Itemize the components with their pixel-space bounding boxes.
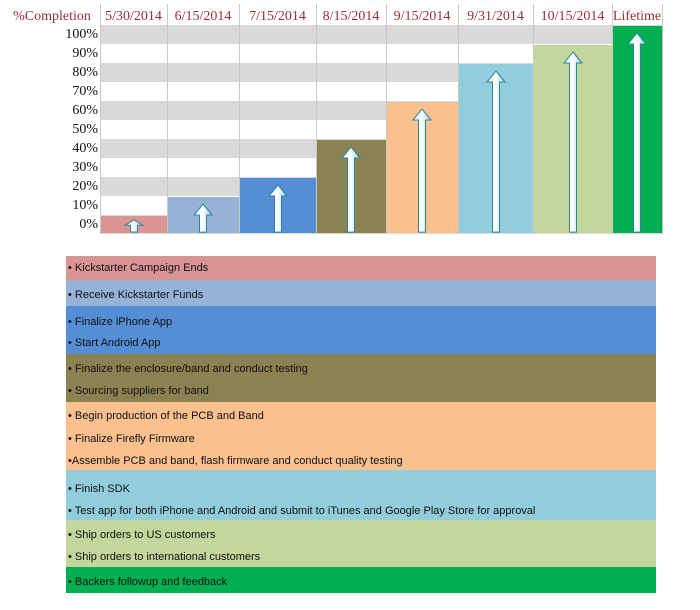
corner-label: %Completion xyxy=(13,9,91,24)
timeline-item: • Finalize the enclosure/band and conduc… xyxy=(68,363,308,375)
column-divider xyxy=(533,4,534,234)
column-divider xyxy=(458,4,459,234)
timeline-item: • Finish SDK xyxy=(68,483,130,495)
progress-arrow-icon xyxy=(562,51,583,233)
grid-band xyxy=(100,25,662,44)
timeline-block xyxy=(66,306,656,354)
progress-arrow-icon xyxy=(485,70,506,233)
column-divider xyxy=(386,4,387,234)
progress-arrow-icon xyxy=(193,203,213,233)
column-divider xyxy=(612,4,613,234)
y-tick-label: 70% xyxy=(72,84,98,99)
y-tick-label: 20% xyxy=(72,179,98,194)
y-tick-label: 40% xyxy=(72,141,98,156)
y-tick-label: 50% xyxy=(72,122,98,137)
timeline-block xyxy=(66,567,656,593)
timeline-item: • Finalize iPhone App xyxy=(68,316,173,328)
timeline-block xyxy=(66,470,656,520)
y-tick-label: 80% xyxy=(72,65,98,80)
column-header-9-31-2014: 9/31/2014 xyxy=(467,9,524,24)
timeline-block xyxy=(66,402,656,470)
column-header-10-15-2014: 10/15/2014 xyxy=(540,9,605,24)
timeline-block xyxy=(66,354,656,402)
progress-arrow-icon xyxy=(123,219,144,233)
column-divider xyxy=(316,4,317,234)
timeline-item: • Backers followup and feedback xyxy=(68,576,228,588)
timeline-item: • Finalize Firefly Firmware xyxy=(68,433,195,445)
y-tick-label: 100% xyxy=(65,27,98,42)
column-divider xyxy=(167,4,168,234)
column-header-6-15-2014: 6/15/2014 xyxy=(174,9,232,24)
timeline-item: • Start Android App xyxy=(68,337,161,349)
column-header-5-30-2014: 5/30/2014 xyxy=(105,9,162,24)
column-header-7-15-2014: 7/15/2014 xyxy=(249,9,306,24)
timeline-block xyxy=(66,520,656,567)
timeline-item: • Ship orders to international customers xyxy=(68,551,261,563)
column-header-8-15-2014: 8/15/2014 xyxy=(322,9,380,24)
column-header-9-15-2014: 9/15/2014 xyxy=(393,9,451,24)
timeline-item: • Ship orders to US customers xyxy=(68,529,216,541)
timeline-item: • Sourcing suppliers for band xyxy=(68,385,209,397)
progress-arrow-icon xyxy=(341,146,361,233)
timeline-item: • Kickstarter Campaign Ends xyxy=(68,262,209,274)
column-divider xyxy=(662,4,663,234)
column-divider xyxy=(100,4,101,234)
timeline-item: • Receive Kickstarter Funds xyxy=(68,289,204,301)
timeline-block xyxy=(66,280,656,306)
timeline-block xyxy=(66,256,656,280)
y-tick-label: 0% xyxy=(79,217,98,232)
y-tick-label: 90% xyxy=(72,46,98,61)
progress-arrow-icon xyxy=(627,32,647,233)
y-tick-label: 60% xyxy=(72,103,98,118)
timeline-item: • Test app for both iPhone and Android a… xyxy=(68,505,536,517)
progress-arrow-icon xyxy=(412,108,432,233)
y-tick-label: 10% xyxy=(72,198,98,213)
progress-arrow-icon xyxy=(267,184,288,233)
y-tick-label: 30% xyxy=(72,160,98,175)
column-header-lifetime: Lifetime xyxy=(612,9,662,24)
timeline-item: • Begin production of the PCB and Band xyxy=(68,410,264,422)
column-divider xyxy=(239,4,240,234)
timeline-item: •Assemble PCB and band, flash firmware a… xyxy=(68,455,403,467)
